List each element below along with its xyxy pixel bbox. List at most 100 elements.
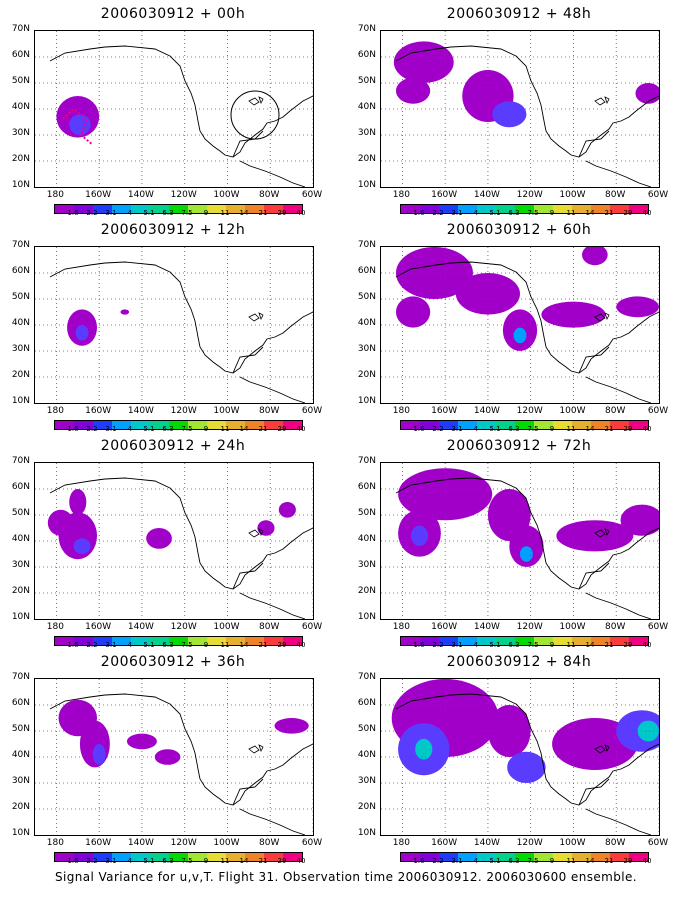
longitude-label: 80W bbox=[605, 838, 626, 848]
colorbar-swatch bbox=[169, 421, 188, 429]
colorbar-swatch bbox=[207, 637, 226, 645]
colorbar-swatch bbox=[131, 205, 150, 213]
colorbar-tick-label: 3.1 bbox=[451, 209, 463, 217]
latitude-label: 50N bbox=[357, 508, 376, 518]
panel-title: 2006030912 + 24h bbox=[100, 438, 246, 454]
latitude-label: 70N bbox=[11, 24, 30, 34]
colorbar-labels: 1.6 2.2 3.1 4 5.1 6.3 7.5 9 11 14 21 29 40 bbox=[54, 857, 305, 867]
colorbar-tick-label: 29 bbox=[623, 641, 633, 649]
longitude-label: 80W bbox=[259, 838, 280, 848]
longitude-label: 80W bbox=[605, 190, 626, 200]
colorbar-tick-label: 7.5 bbox=[527, 425, 539, 433]
colorbar-tick-label: 1.6 bbox=[413, 641, 425, 649]
latitude-label: 20N bbox=[357, 586, 376, 596]
longitude-label: 140W bbox=[473, 190, 500, 200]
colorbar-tick-label: 11 bbox=[566, 641, 576, 649]
colorbar-swatch bbox=[150, 421, 169, 429]
colorbar-tick-label: 6.3 bbox=[162, 641, 174, 649]
map-plot bbox=[380, 678, 660, 836]
colorbar-tick-label: 3.1 bbox=[105, 425, 117, 433]
variance-contour bbox=[415, 738, 433, 760]
colorbar-tick-label: 1.6 bbox=[413, 425, 425, 433]
colorbar-tick-label: 3.1 bbox=[105, 209, 117, 217]
colorbar-swatch bbox=[74, 637, 93, 645]
colorbar-swatch bbox=[439, 637, 458, 645]
colorbar-tick-label: 4 bbox=[473, 209, 479, 217]
map-panel: 2006030912 + 00h 70N 60N 50N 40N 30N 20N 10N 180… bbox=[0, 0, 346, 217]
latitude-label: 60N bbox=[357, 698, 376, 708]
variance-contour bbox=[616, 296, 659, 318]
latitude-label: 30N bbox=[11, 776, 30, 786]
latitude-label: 40N bbox=[357, 318, 376, 328]
latitude-label: 60N bbox=[11, 50, 30, 60]
variance-contour bbox=[620, 504, 659, 536]
colorbar-tick-label: 4 bbox=[473, 857, 479, 865]
longitude-label: 60W bbox=[647, 406, 669, 416]
colorbar-tick-label: 7.5 bbox=[527, 641, 539, 649]
colorbar-swatch bbox=[112, 853, 131, 861]
colorbar-tick-label: 1.6 bbox=[67, 425, 79, 433]
colorbar-swatch bbox=[264, 853, 283, 861]
coastline bbox=[585, 592, 652, 619]
longitude-label: 140W bbox=[127, 838, 154, 848]
colorbar-swatch bbox=[188, 205, 207, 213]
latitude-label: 40N bbox=[357, 750, 376, 760]
longitude-label: 180 bbox=[392, 622, 410, 632]
coastline bbox=[49, 45, 313, 158]
panel-title: 2006030912 + 48h bbox=[446, 6, 592, 22]
colorbar-tick-label: 11 bbox=[220, 857, 230, 865]
colorbar-swatch bbox=[420, 637, 439, 645]
latitude-label: 10N bbox=[357, 828, 376, 838]
longitude-label: 100W bbox=[559, 406, 586, 416]
panel-title: 2006030912 + 00h bbox=[100, 6, 246, 22]
variance-contour bbox=[520, 546, 533, 562]
colorbar-swatch bbox=[553, 205, 572, 213]
longitude-label: 160W bbox=[431, 190, 458, 200]
colorbar-swatch bbox=[420, 853, 439, 861]
coastline bbox=[578, 562, 610, 590]
latitude-label: 30N bbox=[11, 128, 30, 138]
colorbar-tick-label: 40 bbox=[296, 641, 306, 649]
colorbar-swatch bbox=[93, 205, 112, 213]
coastline bbox=[239, 808, 306, 835]
colorbar-tick-label: 7.5 bbox=[181, 857, 193, 865]
colorbar-swatch bbox=[591, 421, 610, 429]
variance-contour bbox=[278, 502, 296, 518]
colorbar-swatch bbox=[572, 637, 591, 645]
colorbar-tick-label: 4 bbox=[127, 425, 133, 433]
latitude-label: 40N bbox=[11, 750, 30, 760]
colorbar-tick-label: 21 bbox=[604, 857, 614, 865]
longitude-label: 60W bbox=[301, 406, 323, 416]
colorbar-swatch bbox=[534, 637, 553, 645]
colorbar-swatch bbox=[439, 421, 458, 429]
colorbar-swatch bbox=[226, 853, 245, 861]
colorbar-swatch bbox=[610, 205, 629, 213]
colorbar bbox=[54, 204, 303, 214]
lakes-outline bbox=[594, 528, 610, 538]
variance-contour bbox=[395, 247, 473, 299]
latitude-label: 10N bbox=[357, 180, 376, 190]
colorbar-swatch bbox=[74, 205, 93, 213]
colorbar-tick-label: 2.2 bbox=[432, 857, 444, 865]
colorbar-swatch bbox=[420, 205, 439, 213]
colorbar-tick-label: 5.1 bbox=[489, 641, 501, 649]
latitude-label: 60N bbox=[11, 266, 30, 276]
colorbar-swatch bbox=[515, 205, 534, 213]
latitude-label: 50N bbox=[11, 76, 30, 86]
colorbar-tick-label: 2.2 bbox=[86, 209, 98, 217]
colorbar-tick-label: 14 bbox=[239, 857, 249, 865]
variance-contour bbox=[398, 468, 493, 521]
variance-contour bbox=[73, 538, 91, 554]
colorbar-tick-label: 29 bbox=[623, 425, 633, 433]
colorbar-swatch bbox=[515, 637, 534, 645]
colorbar-tick-label: 9 bbox=[203, 425, 209, 433]
longitude-label: 80W bbox=[605, 406, 626, 416]
colorbar-tick-label: 5.1 bbox=[143, 425, 155, 433]
colorbar-swatch bbox=[610, 853, 629, 861]
latitude-label: 60N bbox=[357, 266, 376, 276]
colorbar-swatch bbox=[264, 637, 283, 645]
longitude-label: 100W bbox=[213, 406, 240, 416]
colorbar-tick-label: 14 bbox=[585, 425, 595, 433]
colorbar-swatch bbox=[458, 853, 477, 861]
latitude-label: 10N bbox=[11, 612, 30, 622]
